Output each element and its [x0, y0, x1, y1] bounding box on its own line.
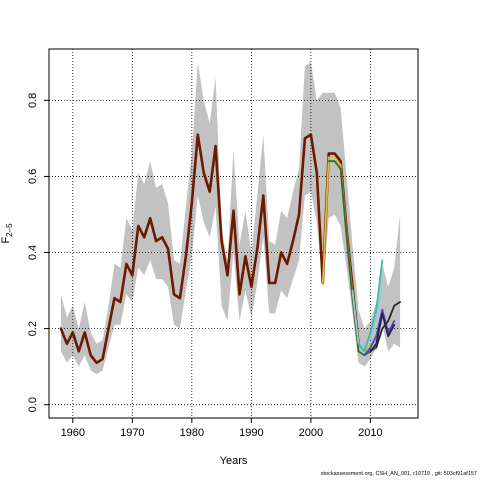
y-axis-title-sub: 2–5: [5, 223, 14, 237]
plot-frame: [48, 48, 419, 419]
x-axis: 1960 1970 1980 1990 2000 2010: [61, 418, 383, 439]
x-tick-label: 1960: [61, 427, 85, 439]
y-tick-label: 0.8: [27, 93, 39, 108]
series-line: [357, 259, 384, 353]
confidence-band: [60, 62, 401, 375]
x-tick-label: 1980: [180, 427, 204, 439]
footer-credit: stockassessment.org, CSH_AN_001, r10710 …: [320, 471, 477, 477]
y-tick-label: 0.2: [27, 321, 39, 336]
series-line: [363, 308, 396, 357]
x-tick-label: 2010: [358, 427, 382, 439]
series-layer: [59, 133, 401, 365]
x-tick-label: 1990: [239, 427, 263, 439]
confidence-band-layer: [60, 62, 401, 375]
series-line: [59, 133, 360, 365]
y-tick-label: 0.4: [27, 245, 39, 260]
y-axis: 0.0 0.2 0.4 0.6 0.8: [27, 93, 49, 412]
y-tick-label: 0.0: [27, 397, 39, 412]
series-line: [375, 301, 401, 349]
y-axis-title: F2–5: [0, 223, 14, 244]
series-line: [369, 312, 396, 353]
x-tick-label: 2000: [299, 427, 323, 439]
y-axis-title-main: F: [0, 237, 12, 244]
x-axis-title: Years: [220, 455, 248, 467]
x-tick-label: 1970: [120, 427, 144, 439]
y-tick-label: 0.6: [27, 169, 39, 184]
